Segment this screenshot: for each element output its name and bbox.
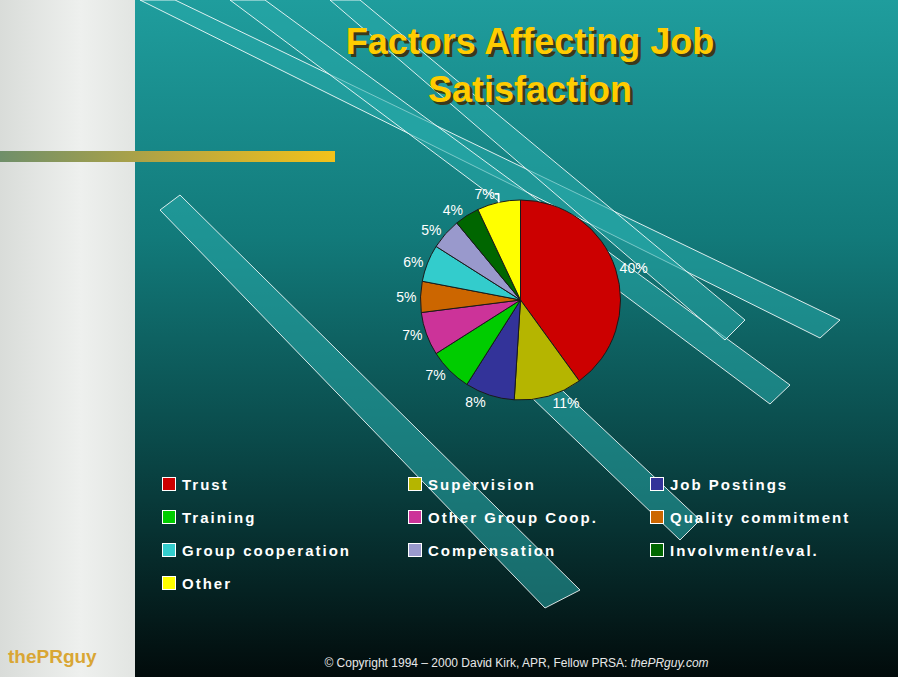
svg-text:5%: 5% (421, 222, 441, 238)
html-text:Trust: Trust (182, 476, 229, 493)
html-text:Group cooperation: Group cooperation (182, 542, 351, 559)
html-text:Supervision: Supervision (428, 476, 536, 493)
html-text:Compensation: Compensation (428, 542, 557, 559)
html-text:Factors Affecting Job Satisfac: Factors Affecting Job Satisfaction (345, 21, 715, 110)
html-text:© Copyright 1994 – 2000 David: © Copyright 1994 – 2000 David Kirk, APR,… (324, 656, 709, 670)
html-text:Other: Other (182, 575, 232, 592)
svg-text:7%: 7% (402, 327, 422, 343)
svg-text:7%: 7% (474, 186, 494, 202)
svg-text:5%: 5% (396, 289, 416, 305)
html-text:Training: Training (182, 509, 257, 526)
svg-text:40%: 40% (620, 260, 648, 276)
svg-text:6%: 6% (403, 254, 423, 270)
svg-text:11%: 11% (552, 395, 579, 411)
html-text:Involvment/eval.: Involvment/eval. (670, 542, 819, 559)
svg-text:7%: 7% (426, 367, 446, 383)
html-text:Other Group Coop.: Other Group Coop. (428, 509, 598, 526)
svg-text:4%: 4% (443, 202, 463, 218)
svg-text:8%: 8% (465, 394, 485, 410)
html-text:thePRguy: thePRguy (8, 646, 97, 667)
html-text:Quality commitment: Quality commitment (670, 509, 851, 526)
html-text:Job Postings: Job Postings (670, 476, 789, 493)
